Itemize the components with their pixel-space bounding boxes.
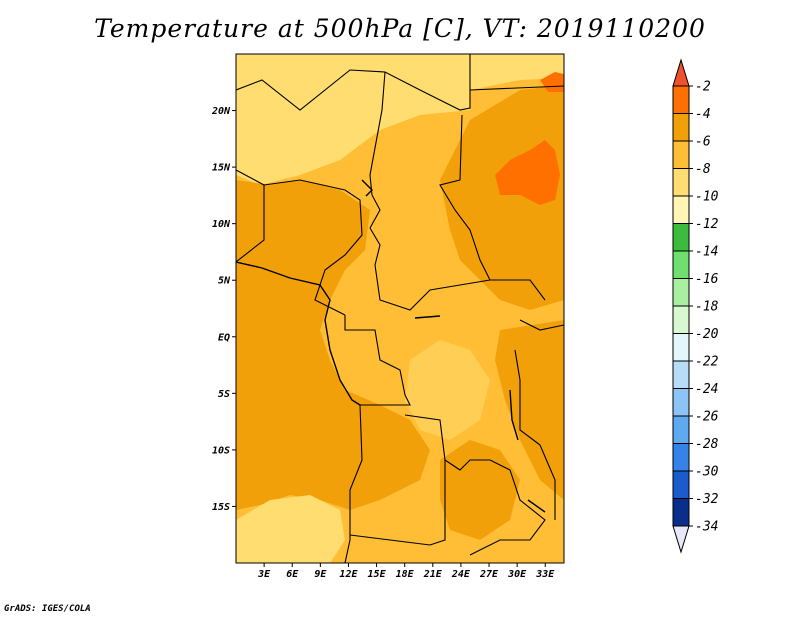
border-lakes bbox=[514, 349, 541, 446]
x-tick-label: 15E bbox=[368, 569, 387, 580]
colorbar-label: -30 bbox=[695, 465, 719, 480]
temperature-field bbox=[236, 54, 564, 563]
x-tick-label: 33E bbox=[535, 569, 555, 580]
colorbar-segment bbox=[672, 498, 690, 527]
colorbar-segment bbox=[672, 470, 690, 499]
x-tick-label: 30E bbox=[507, 569, 527, 580]
lake-kariba bbox=[527, 499, 546, 513]
border-uganda bbox=[519, 319, 564, 331]
colorbar-segment bbox=[672, 168, 690, 197]
field-cool-northeast bbox=[470, 54, 564, 90]
colorbar-label: -22 bbox=[695, 355, 719, 370]
colorbar-label: -26 bbox=[695, 410, 719, 425]
colorbar-segment bbox=[672, 195, 690, 224]
y-tick-label: EQ bbox=[218, 332, 230, 343]
border-zambia bbox=[469, 459, 546, 556]
x-tick-label: 12E bbox=[339, 569, 358, 580]
x-tick-label: 3E bbox=[257, 569, 271, 580]
colorbar-segment bbox=[672, 250, 690, 279]
y-tick-label: 10N bbox=[212, 219, 231, 230]
colorbar-segment bbox=[672, 415, 690, 444]
colorbar-segment bbox=[672, 85, 690, 114]
border-chad-sudan bbox=[439, 114, 546, 301]
lake-tanganyika bbox=[509, 389, 519, 441]
colorbar-segment bbox=[672, 278, 690, 307]
colorbar-label: -6 bbox=[695, 135, 711, 150]
colorbar: -2 -4 -6 -8 -10 -12 -14 -16 -18 -20 -22 -24 -26 -28 -3… bbox=[672, 58, 719, 554]
y-tick-label: 5S bbox=[218, 389, 230, 400]
border-car bbox=[369, 227, 491, 311]
x-tick-label: 21E bbox=[423, 569, 443, 580]
coast-gulf-guinea bbox=[236, 261, 361, 406]
field-warm-west bbox=[236, 180, 430, 510]
field-cool-southwest bbox=[236, 495, 345, 563]
field-cool-center bbox=[405, 340, 490, 440]
colorbar-label: -12 bbox=[695, 217, 719, 232]
colorbar-segment bbox=[672, 305, 690, 334]
x-tick-label: 6E bbox=[286, 569, 299, 580]
colorbar-segment bbox=[672, 140, 690, 169]
border-libya-sudan bbox=[469, 85, 564, 91]
colorbar-segment bbox=[672, 443, 690, 472]
map-title: Temperature at 500hPa [C], VT: 201911020… bbox=[94, 14, 706, 43]
border-namibia bbox=[349, 460, 446, 546]
colorbar-top-arrow bbox=[672, 58, 690, 87]
colorbar-segment bbox=[672, 388, 690, 417]
border-west bbox=[236, 169, 265, 263]
field-warm-southeast bbox=[495, 320, 564, 500]
y-tick-label: 15N bbox=[212, 163, 231, 174]
field-hot-northeast bbox=[495, 140, 560, 205]
x-tick-label: 9E bbox=[314, 569, 327, 580]
colorbar-label: -18 bbox=[695, 300, 719, 315]
border-angola-west bbox=[344, 404, 363, 563]
colorbar-label: -32 bbox=[695, 492, 719, 507]
x-axis: 3E 6E 9E 12E 15E 18E 21E 24E 27E 30E 33E bbox=[257, 563, 555, 580]
x-tick-label: 27E bbox=[479, 569, 499, 580]
x-tick-label: 24E bbox=[451, 569, 471, 580]
y-tick-label: 10S bbox=[212, 445, 230, 456]
colorbar-label: -28 bbox=[695, 437, 719, 452]
colorbar-bottom-arrow bbox=[672, 525, 690, 554]
lake-chad bbox=[361, 179, 373, 197]
y-tick-label: 15S bbox=[212, 502, 230, 513]
border-angola-east bbox=[404, 414, 490, 471]
colorbar-label: -16 bbox=[695, 272, 719, 287]
credit-label: GrADS: IGES/COLA bbox=[4, 604, 91, 614]
colorbar-segment bbox=[672, 113, 690, 142]
colorbar-label: -14 bbox=[695, 245, 718, 260]
y-axis: 20N 15N 10N 5N EQ 5S 10S 15S bbox=[211, 106, 236, 513]
x-tick-label: 18E bbox=[396, 569, 415, 580]
colorbar-label: -8 bbox=[695, 162, 711, 177]
y-tick-label: 5N bbox=[218, 276, 231, 287]
coastlines bbox=[236, 179, 546, 513]
colorbar-label: -24 bbox=[695, 382, 718, 397]
colorbar-label: -10 bbox=[695, 190, 719, 205]
field-cool-north bbox=[236, 54, 470, 185]
country-borders bbox=[236, 54, 564, 563]
plot-frame bbox=[235, 53, 565, 564]
border-niger-chad bbox=[369, 71, 386, 229]
colorbar-label: -2 bbox=[695, 80, 711, 95]
border-nigeria bbox=[263, 179, 363, 316]
colorbar-segment bbox=[672, 223, 690, 252]
colorbar-label: -4 bbox=[695, 107, 711, 122]
river-congo bbox=[414, 315, 441, 319]
colorbar-segment bbox=[672, 360, 690, 389]
border-malawi bbox=[539, 444, 556, 520]
field-warm-east bbox=[440, 85, 564, 310]
y-tick-label: 20N bbox=[211, 106, 231, 117]
border-congo bbox=[344, 315, 411, 406]
colorbar-label: -20 bbox=[695, 327, 719, 342]
colorbar-label: -34 bbox=[695, 520, 718, 535]
colorbar-segment bbox=[672, 333, 690, 362]
